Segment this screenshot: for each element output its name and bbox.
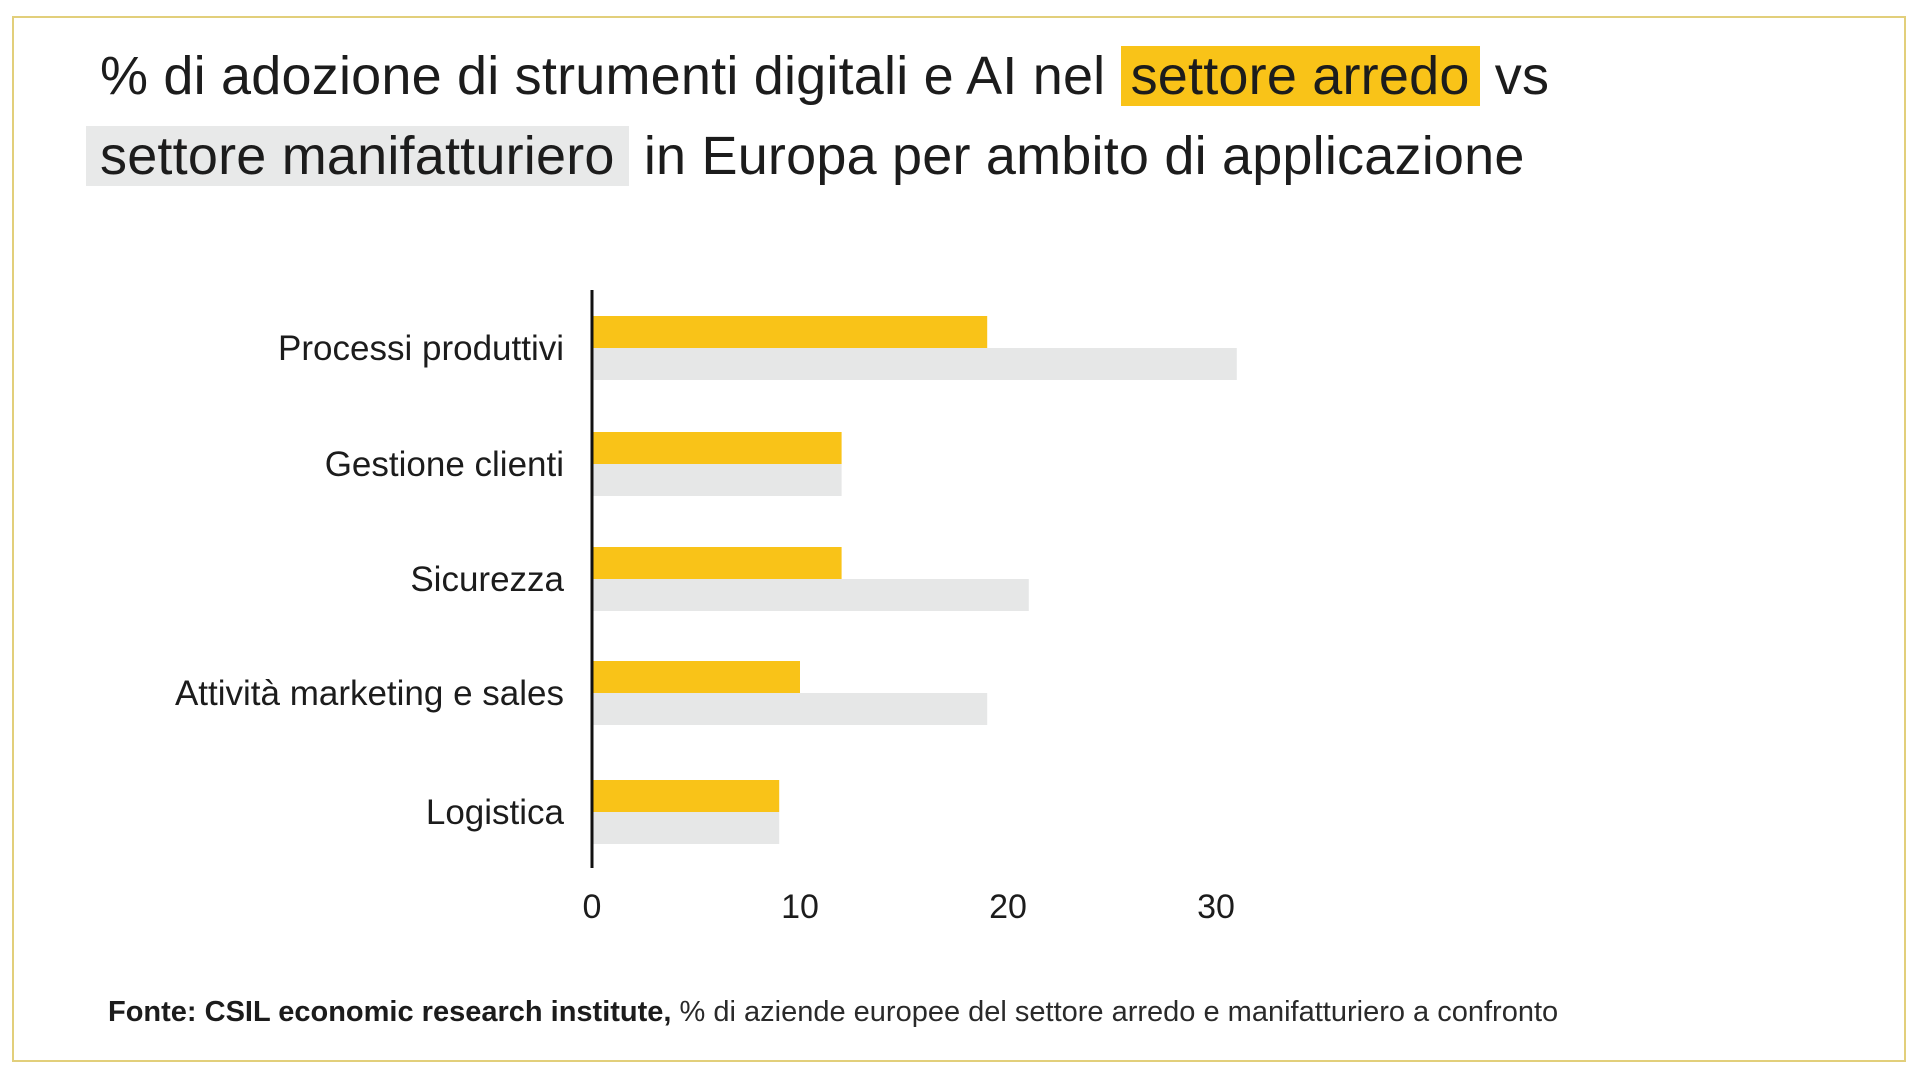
- title-line-2: settore manifatturiero in Europa per amb…: [86, 116, 1800, 196]
- bar-manifatturiero-2: [592, 579, 1029, 611]
- title-line-1: % di adozione di strumenti digitali e AI…: [100, 36, 1800, 116]
- title-highlight-arredo: settore arredo: [1120, 46, 1480, 106]
- x-tick-label-1: 10: [781, 888, 819, 926]
- category-label-2: Sicurezza: [410, 560, 564, 599]
- chart-frame: [12, 16, 1906, 1062]
- bar-arredo-1: [592, 432, 842, 464]
- x-tick-label-3: 30: [1197, 888, 1235, 926]
- title-part-1: % di adozione di strumenti digitali e AI…: [100, 46, 1121, 106]
- title-part-3: in Europa per ambito di applicazione: [628, 126, 1525, 186]
- category-label-3: Attività marketing e sales: [175, 674, 564, 713]
- bar-chart: Processi produttivi Gestione clienti Sicur…: [175, 290, 1237, 926]
- bar-manifatturiero-4: [592, 812, 780, 844]
- x-tick-label-2: 20: [989, 888, 1027, 926]
- bar-arredo-2: [592, 547, 842, 579]
- category-label-4: Logistica: [426, 793, 565, 832]
- source-note: % di aziende europee del settore arredo …: [671, 996, 1559, 1028]
- chart-title: % di adozione di strumenti digitali e AI…: [86, 36, 1800, 196]
- bar-manifatturiero-1: [592, 464, 842, 496]
- x-tick-label-0: 0: [583, 888, 602, 926]
- category-label-0: Processi produttivi: [278, 329, 564, 368]
- source-footer: Fonte: CSIL economic research institute,…: [108, 996, 1558, 1029]
- bar-arredo-4: [592, 780, 780, 812]
- bar-arredo-3: [592, 661, 800, 693]
- bar-manifatturiero-3: [592, 693, 988, 725]
- title-highlight-manifatturiero: settore manifatturiero: [86, 126, 629, 186]
- source-label: Fonte: CSIL economic research institute,: [108, 996, 672, 1028]
- category-label-1: Gestione clienti: [325, 445, 564, 484]
- bar-arredo-0: [592, 316, 988, 348]
- title-part-2: vs: [1479, 46, 1550, 106]
- bar-manifatturiero-0: [592, 348, 1237, 380]
